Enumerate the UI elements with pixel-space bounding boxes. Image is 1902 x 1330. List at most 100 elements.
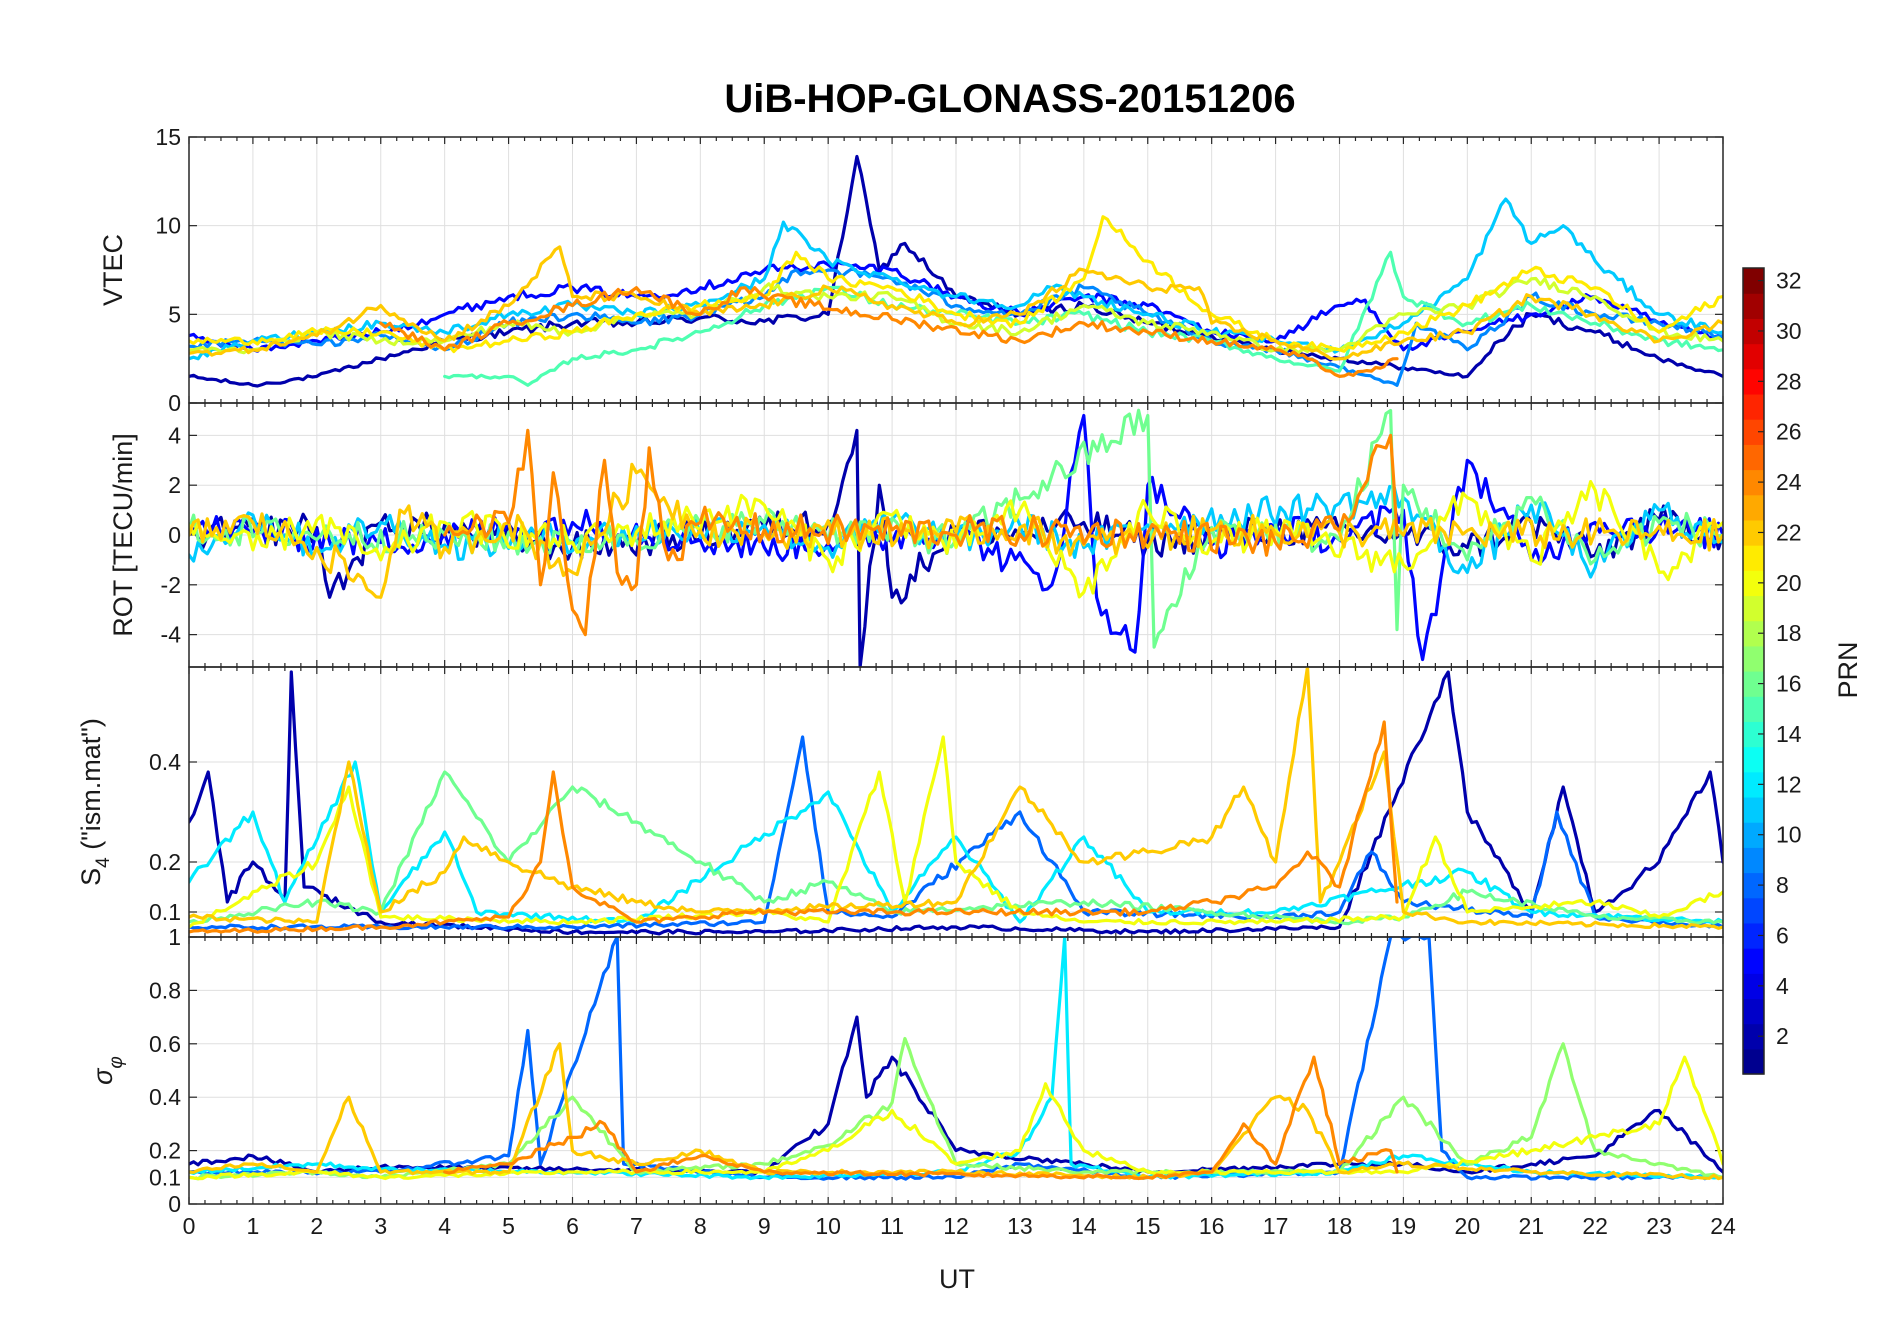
colorbar-bin xyxy=(1743,293,1764,319)
x-tick-label: 14 xyxy=(1071,1213,1097,1239)
colorbar-bin xyxy=(1743,494,1764,521)
colorbar-tick-label: 28 xyxy=(1776,368,1802,394)
colorbar-tick-label: 14 xyxy=(1776,721,1802,747)
panel-rot: -4 -2 0 2 4 ROT [TECU/min] xyxy=(108,402,1724,668)
colorbar-label: PRN xyxy=(1833,641,1863,698)
colorbar-bin xyxy=(1743,998,1764,1025)
colorbar-bin xyxy=(1743,822,1764,848)
x-tick-label: 15 xyxy=(1135,1213,1161,1239)
y-tick-label: 5 xyxy=(168,301,181,327)
y-tick-label: 15 xyxy=(155,124,181,150)
series-prn-20 xyxy=(189,1055,1723,1181)
colorbar-bin xyxy=(1743,973,1764,1000)
series-prn-22 xyxy=(189,462,1723,599)
y-tick-label: 0.6 xyxy=(149,1031,181,1057)
x-tick-label: 19 xyxy=(1391,1213,1417,1239)
y-tick-label: 1 xyxy=(168,924,181,950)
colorbar-tick-label: 22 xyxy=(1776,519,1802,545)
x-tick-label: 0 xyxy=(183,1213,196,1239)
x-tick-label: 5 xyxy=(502,1213,515,1239)
y-axis-label-s4: S4 ("ism.mat") xyxy=(76,718,114,886)
x-tick-label: 20 xyxy=(1455,1213,1481,1239)
y-tick-label: -2 xyxy=(161,572,181,598)
colorbar-bin xyxy=(1743,897,1764,924)
colorbar-tick-label: 16 xyxy=(1776,671,1802,697)
colorbar-tick-label: 8 xyxy=(1776,872,1789,898)
x-tick-label: 2 xyxy=(310,1213,323,1239)
x-tick-label: 24 xyxy=(1710,1213,1736,1239)
y-tick-label: 2 xyxy=(168,472,181,498)
colorbar-bin xyxy=(1743,721,1764,748)
series-prn-20 xyxy=(189,735,1723,929)
y-tick-label: 0.1 xyxy=(149,1164,181,1190)
y-tick-label: 0.4 xyxy=(149,1084,181,1110)
x-tick-label: 17 xyxy=(1263,1213,1289,1239)
series-prn-24 xyxy=(189,720,1399,934)
series-prn-24 xyxy=(379,286,1399,378)
y-tick-label: 0 xyxy=(168,390,181,416)
x-tick-label: 22 xyxy=(1582,1213,1608,1239)
series-prn-22 xyxy=(189,667,1723,930)
colorbar-bin xyxy=(1743,595,1764,622)
traces xyxy=(189,154,1723,388)
y-tick-label: 0 xyxy=(168,522,181,548)
colorbar-bin xyxy=(1743,922,1764,949)
y-tick-label: 0.2 xyxy=(149,1138,181,1164)
traces xyxy=(189,667,1723,936)
x-tick-labels: 0 1 2 3 4 5 6 7 8 9 10 11 12 13 14 15 16 17 18 19 20 21 22 23 24 xyxy=(183,1213,1736,1239)
y-tick-label: 0.2 xyxy=(149,849,181,875)
colorbar-tick-label: 10 xyxy=(1776,822,1802,848)
series-prn-24 xyxy=(443,428,1399,637)
y-tick-label: 0.4 xyxy=(149,749,181,775)
x-tick-label: 4 xyxy=(438,1213,451,1239)
x-tick-label: 23 xyxy=(1646,1213,1672,1239)
series-prn-12 xyxy=(189,760,1723,925)
colorbar-bin xyxy=(1743,318,1764,345)
colorbar-bin xyxy=(1743,343,1764,370)
colorbar-tick-label: 30 xyxy=(1776,318,1802,344)
traces xyxy=(189,408,1723,667)
colorbar-bin xyxy=(1743,948,1764,974)
colorbar-tick-label: 6 xyxy=(1776,922,1789,948)
colorbar-bin xyxy=(1743,368,1764,395)
x-tick-label: 21 xyxy=(1518,1213,1544,1239)
chart-title: UiB-HOP-GLONASS-20151206 xyxy=(724,77,1295,121)
colorbar-bin xyxy=(1743,545,1764,571)
colorbar-bin xyxy=(1743,469,1764,496)
colorbar-tick-label: 4 xyxy=(1776,973,1789,999)
y-tick-label: -4 xyxy=(161,622,182,648)
y-tick-label: 4 xyxy=(168,422,181,448)
x-tick-label: 10 xyxy=(815,1213,841,1239)
panel-vtec: 0 5 10 15 VTEC xyxy=(98,124,1724,416)
series-prn-24 xyxy=(443,1055,1399,1180)
y-axis-label-vtec: VTEC xyxy=(98,234,128,306)
x-tick-label: 8 xyxy=(694,1213,707,1239)
x-tick-label: 3 xyxy=(374,1213,387,1239)
colorbar-bin xyxy=(1743,620,1764,647)
colorbar-bin xyxy=(1743,268,1764,294)
colorbar-bin xyxy=(1743,1048,1764,1075)
series-prn-22 xyxy=(189,245,1723,361)
x-tick-label: 18 xyxy=(1327,1213,1353,1239)
y-tick-label: 0 xyxy=(168,1191,181,1217)
series-prn-20 xyxy=(189,480,1723,599)
colorbar-bin xyxy=(1743,645,1764,672)
colorbar-tick-label: 2 xyxy=(1776,1023,1789,1049)
colorbar-bin xyxy=(1743,771,1764,798)
traces xyxy=(189,937,1723,1181)
y-tick-label: 0.8 xyxy=(149,977,181,1003)
colorbar-bin xyxy=(1743,1023,1764,1050)
colorbar-bin xyxy=(1743,419,1764,445)
x-tick-label: 1 xyxy=(247,1213,260,1239)
colorbar-bin xyxy=(1743,847,1764,874)
colorbar-bin xyxy=(1743,746,1764,773)
series-prn-11 xyxy=(189,197,1723,361)
colorbar-bin xyxy=(1743,444,1764,471)
colorbar-bin xyxy=(1743,872,1764,899)
colorbar-tick-label: 26 xyxy=(1776,419,1802,445)
colorbar-bin xyxy=(1743,393,1764,420)
panel-sigma_phi: 00.10.2 0.4 0.6 0.8 1 σφ xyxy=(88,924,1724,1217)
